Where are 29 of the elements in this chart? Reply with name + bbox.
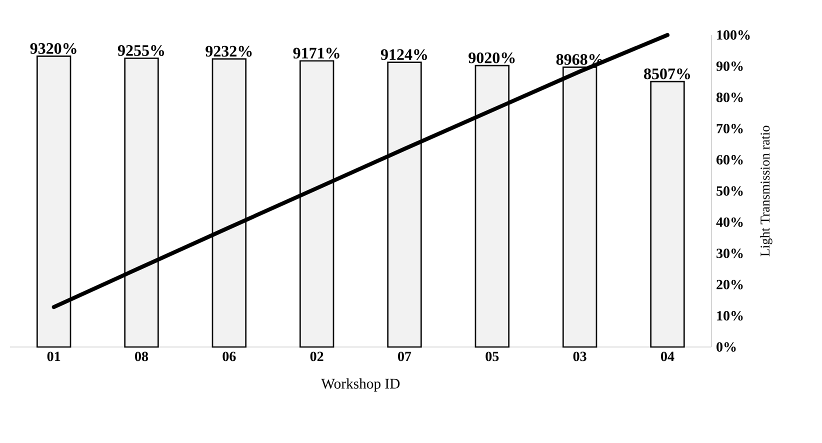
data-label: 9124% [380, 49, 427, 60]
x-tick-label: 02 [310, 352, 324, 362]
y-tick-label: 10% [717, 311, 743, 321]
data-label: 9171% [293, 48, 340, 59]
x-tick-label: 04 [661, 352, 674, 362]
data-label: 9020% [468, 52, 515, 64]
y-tick-label: 60% [716, 155, 743, 165]
y-tick-label: 0% [716, 342, 736, 352]
y-tick-label: 20% [716, 280, 743, 290]
x-tick-label: 05 [486, 352, 499, 362]
x-tick-label: 07 [398, 352, 412, 362]
x-tick-label: 01 [47, 352, 60, 362]
data-label: 9255% [118, 45, 164, 56]
data-label: 8507% [644, 68, 690, 80]
y-axis-title: Light Transmission ratio [760, 126, 772, 256]
y-tick-label: 100% [717, 30, 750, 40]
y-tick-label: 70% [716, 124, 743, 134]
data-label: 9232% [206, 46, 252, 57]
y-tick-label: 50% [716, 186, 743, 196]
y-tick-label: 90% [716, 61, 743, 71]
y-tick-label: 40% [716, 217, 743, 227]
x-tick-label: 03 [573, 352, 586, 362]
x-axis-title: Workshop ID [321, 378, 400, 392]
x-tick-label: 08 [135, 352, 148, 362]
y-tick-label: 30% [716, 248, 743, 258]
y-tick-label: 80% [716, 92, 743, 102]
data-label: 9320% [30, 43, 76, 54]
bar [650, 80, 685, 348]
x-tick-label: 06 [222, 352, 236, 362]
